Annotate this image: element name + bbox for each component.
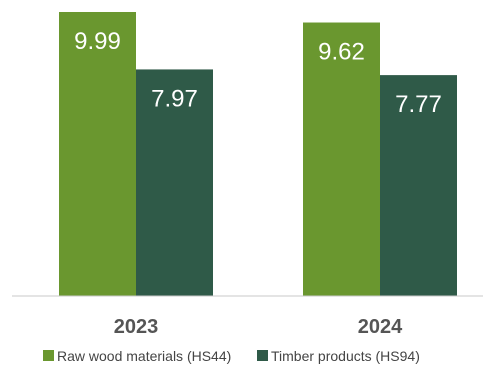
legend-swatch-series-1 (43, 350, 54, 361)
bars-group: 9.99 7.97 9.62 7.77 (59, 12, 457, 297)
category-label-2023: 2023 (114, 316, 159, 338)
bar-2024-series-1 (303, 22, 380, 296)
data-label-2024-series-2: 7.77 (395, 91, 442, 118)
legend-label-series-1: Raw wood materials (HS44) (57, 348, 231, 364)
legend-label-series-2: Timber products (HS94) (271, 348, 420, 364)
legend-swatch-series-2 (257, 350, 268, 361)
bar-2023-series-1 (59, 12, 136, 296)
legend: Raw wood materials (HS44) Timber products… (43, 348, 420, 364)
data-label-2023-series-1: 9.99 (74, 28, 121, 55)
bar-2024-series-2 (380, 75, 457, 296)
category-labels: 2023 2024 (114, 316, 403, 338)
data-label-2024-series-1: 9.62 (318, 39, 365, 66)
category-label-2024: 2024 (358, 316, 403, 338)
bar-2023-series-2 (136, 69, 213, 297)
data-label-2023-series-2: 7.97 (151, 85, 198, 112)
